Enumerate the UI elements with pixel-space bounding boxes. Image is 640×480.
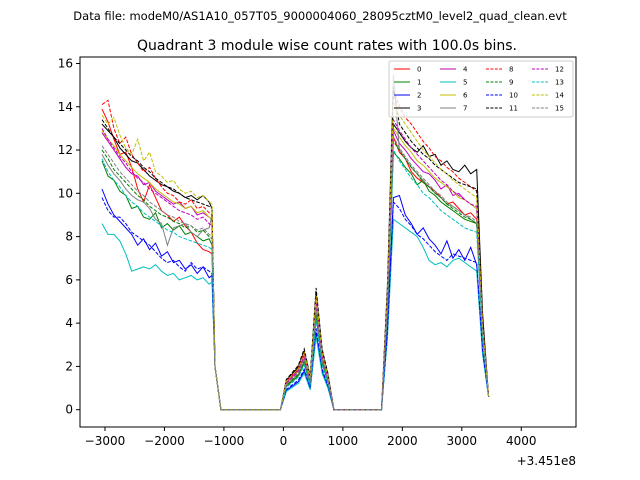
x-tick-label: −2000 [144,434,185,448]
series-line-10 [101,197,490,411]
series-line-4 [101,130,490,411]
series-line-11 [101,87,490,411]
legend-label-3: 3 [417,105,421,113]
legend-label-1: 1 [417,79,421,87]
series-line-5 [101,218,490,411]
legend-box [388,60,574,118]
legend-label-4: 4 [463,66,468,74]
x-offset-label: +3.451e8 [517,454,576,468]
series-line-8 [101,89,490,411]
y-tick-label: 0 [65,403,73,417]
y-tick-label: 14 [58,100,73,114]
x-tick-label: 1000 [328,434,359,448]
chart-title: Quadrant 3 module wise count rates with … [137,38,517,54]
x-tick-label: 3000 [447,434,478,448]
axes-frame [79,56,577,428]
y-axis: 0 2 4 6 8 10 12 14 16 [58,56,80,417]
x-tick-label: 2000 [387,434,418,448]
x-axis: −3000 −2000 −1000 0 1000 2000 3000 4000 [85,427,537,448]
legend-label-12: 12 [555,66,564,74]
series-line-13 [101,148,490,411]
x-tick-label: 0 [280,434,288,448]
series-line-0 [101,108,490,411]
x-tick-label: 4000 [506,434,537,448]
y-tick-label: 2 [65,359,73,373]
y-tick-label: 6 [65,273,73,287]
plot-area [101,74,490,411]
legend-label-6: 6 [463,92,468,100]
y-tick-label: 4 [65,316,73,330]
y-tick-label: 16 [58,56,73,70]
x-tick-label: −3000 [85,434,126,448]
legend-label-10: 10 [509,92,518,100]
series-line-3 [101,122,490,411]
legend-label-8: 8 [509,66,513,74]
series-line-15 [101,135,490,411]
series-line-7 [101,74,490,411]
legend-label-9: 9 [509,79,513,87]
y-tick-label: 12 [58,143,73,157]
y-tick-label: 10 [58,186,73,200]
series-line-2 [101,188,490,411]
legend-label-15: 15 [555,105,564,113]
legend-label-14: 14 [555,92,564,100]
x-tick-label: −1000 [204,434,245,448]
legend-label-0: 0 [417,66,421,74]
legend-label-13: 13 [555,79,564,87]
legend-label-2: 2 [417,92,421,100]
chart-suptitle: Data file: modeM0/AS1A10_057T05_90000040… [73,9,567,23]
legend-label-5: 5 [463,79,467,87]
y-tick-label: 8 [65,230,73,244]
series-line-9 [101,139,490,411]
series-line-14 [101,102,490,411]
legend-label-11: 11 [509,105,518,113]
legend-label-7: 7 [463,105,467,113]
series-line-12 [101,117,490,411]
